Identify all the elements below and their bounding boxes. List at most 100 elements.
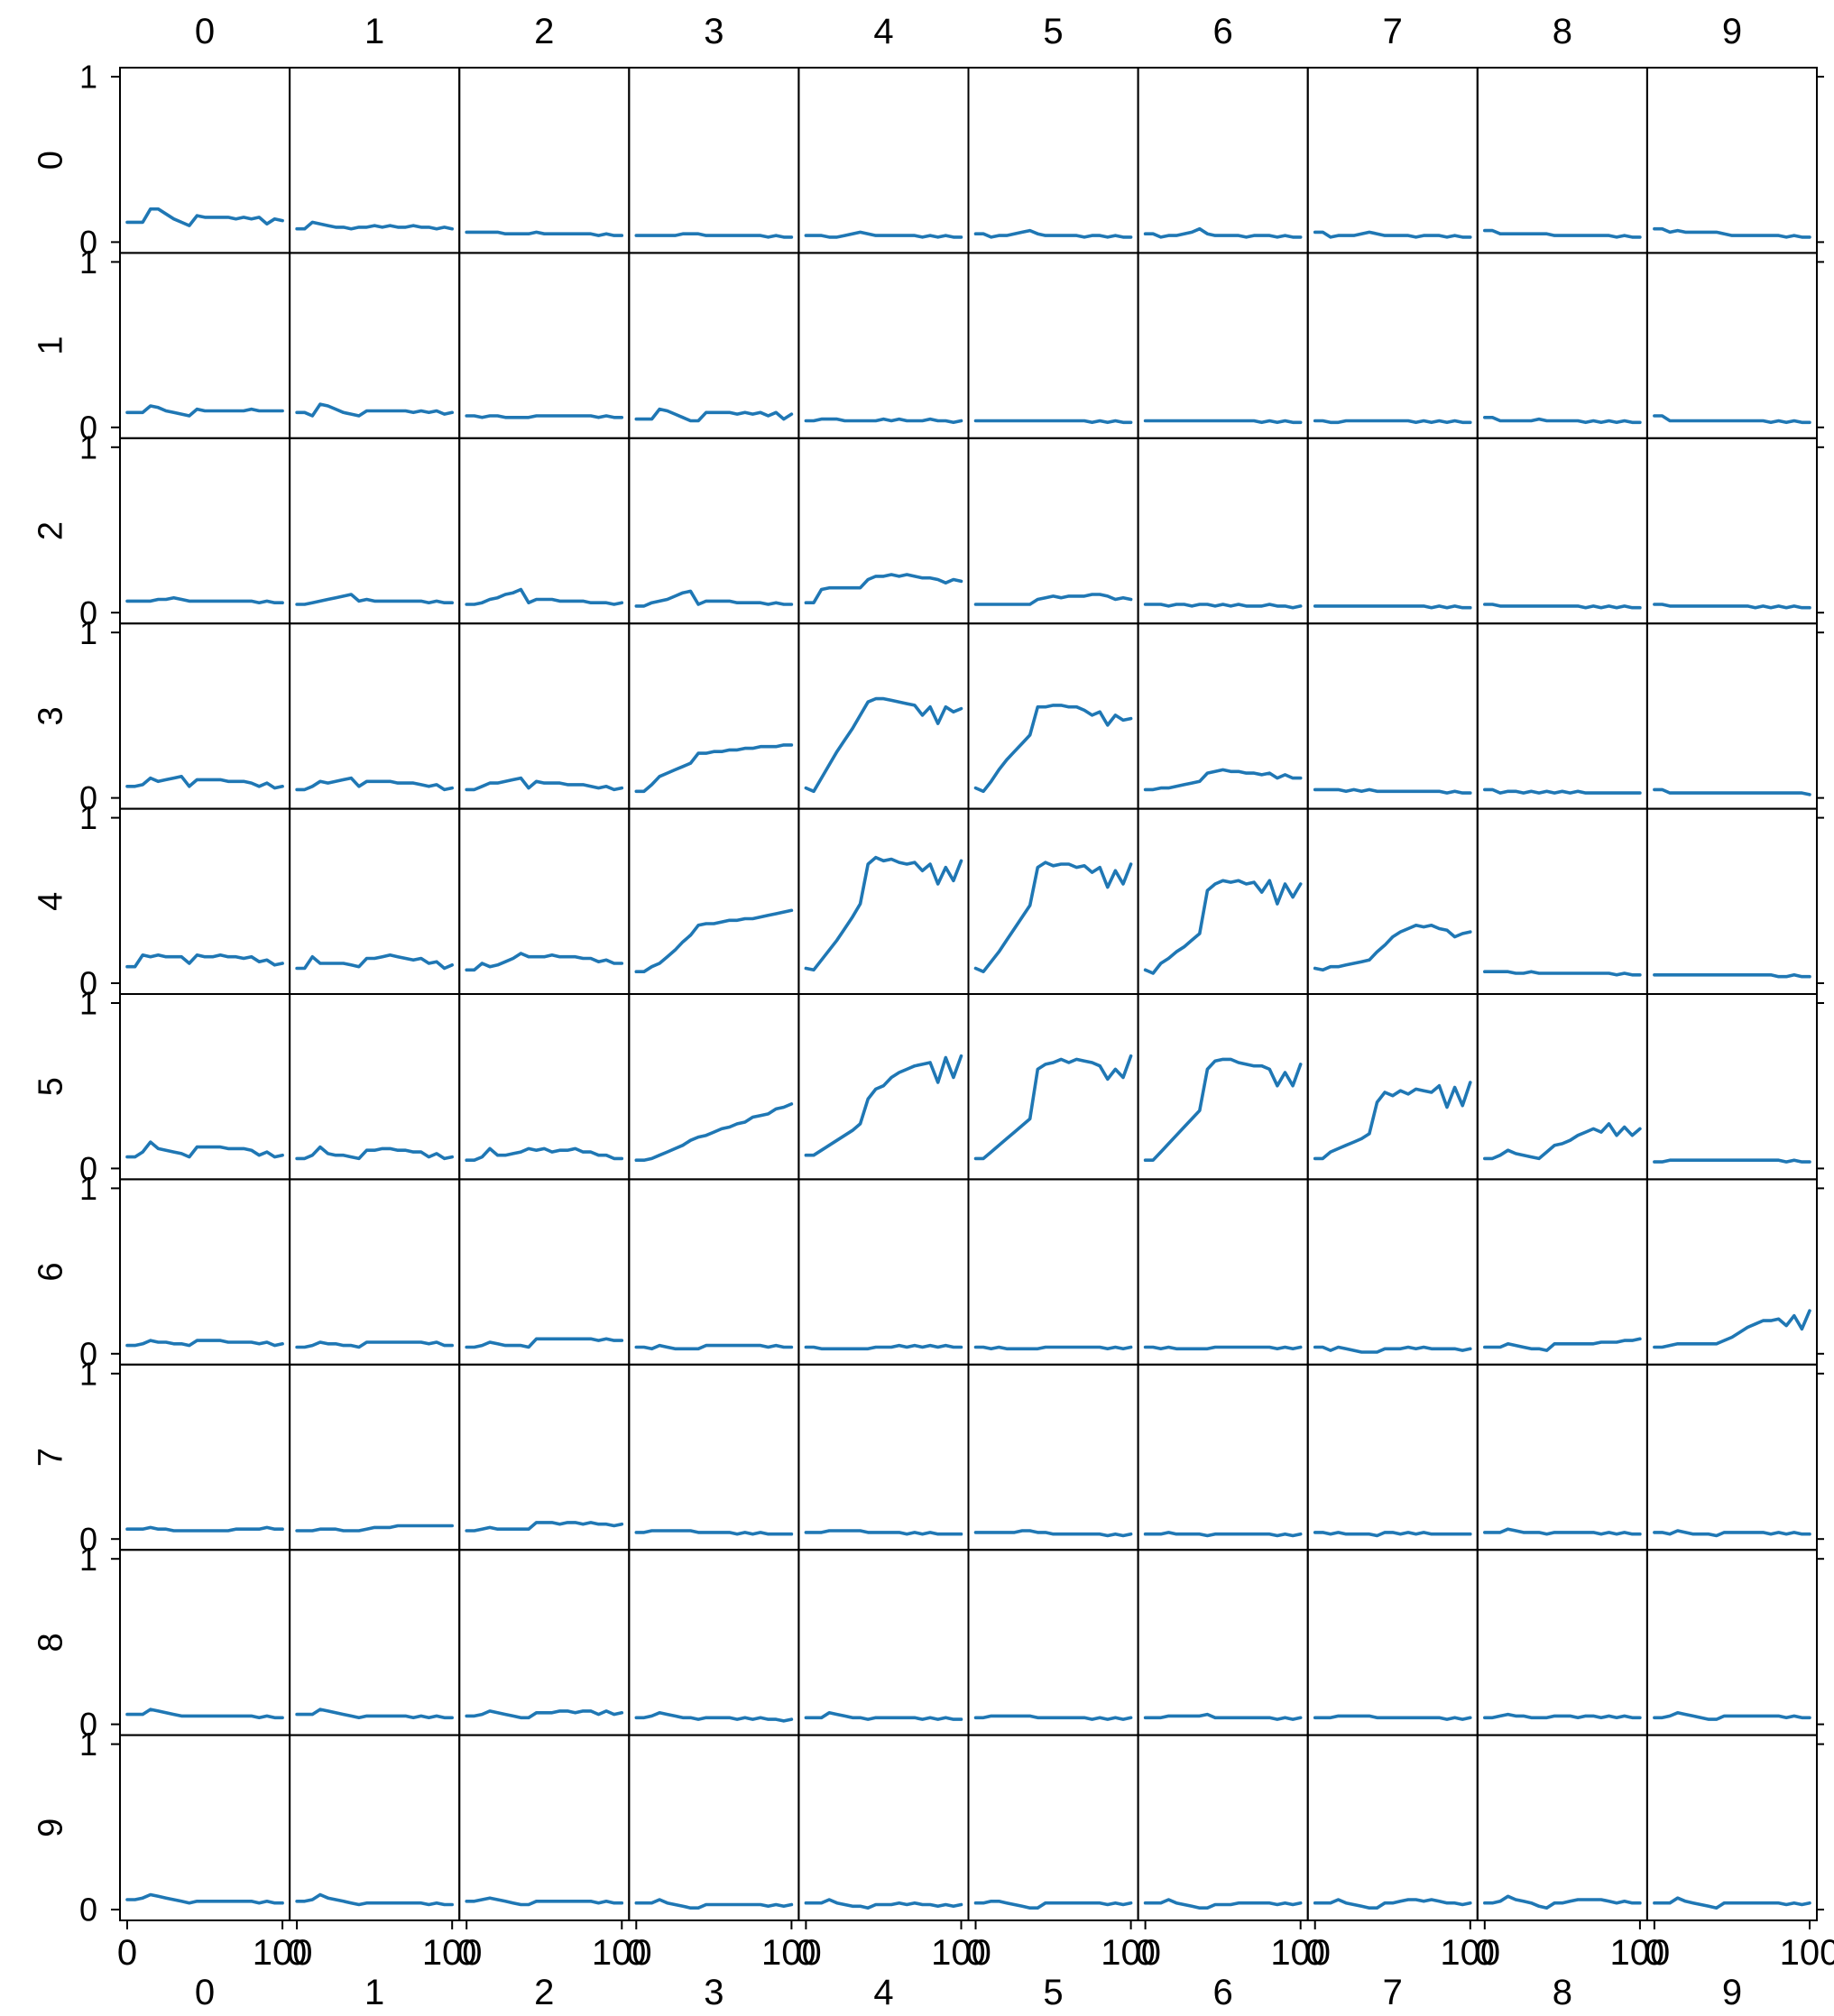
column-label-bottom: 3 [704, 1973, 723, 2012]
panel-r0-c6 [1137, 67, 1309, 254]
panel-frame [797, 1549, 970, 1736]
panel-r8-c9 [1645, 1549, 1824, 1736]
x-tick-label: 0 [456, 1933, 476, 1973]
panel-frame [1306, 252, 1479, 439]
series-line [1313, 924, 1472, 972]
panel-r9-c6 [1137, 1734, 1309, 1929]
series-line [1653, 1711, 1811, 1721]
x-tick-label: 0 [1305, 1933, 1325, 1973]
y-tick-label: 0 [79, 779, 97, 816]
panel-frame [458, 252, 631, 439]
series-line [1313, 1714, 1472, 1721]
series-line [1143, 226, 1303, 239]
panel-r2-c9 [1645, 437, 1824, 625]
y-tick-label: 0 [79, 1521, 97, 1558]
panel-frame [797, 1734, 970, 1921]
panel-frame [967, 1363, 1139, 1551]
panel-frame [797, 67, 970, 254]
panel-r1-c5 [967, 252, 1139, 439]
series-line [973, 593, 1133, 606]
y-tick-label: 0 [79, 409, 97, 446]
panel-r0-c8 [1476, 67, 1648, 254]
series-line [125, 595, 284, 605]
panel-r3-c4 [797, 622, 970, 810]
panel-frame [1476, 1549, 1648, 1736]
panel-frame [1306, 1363, 1479, 1551]
series-line [1313, 230, 1472, 239]
panel-r3-c9 [1645, 622, 1824, 810]
y-tick-label: 1 [79, 985, 97, 1022]
series-line [465, 587, 624, 606]
series-line [1653, 1309, 1811, 1349]
column-label: 7 [1383, 12, 1403, 51]
series-line [1143, 1345, 1303, 1351]
panel-r1-c7 [1306, 252, 1479, 439]
panel-r2-c0 [111, 437, 291, 625]
series-line [1483, 228, 1642, 239]
column-label: 6 [1213, 12, 1233, 51]
row-label: 8 [32, 1633, 69, 1652]
panel-r5-c0 [111, 993, 291, 1181]
x-tick-label: 0 [626, 1933, 646, 1973]
panel-frame [1476, 807, 1648, 995]
panel-frame [1137, 1734, 1309, 1921]
panel-r7-c8 [1476, 1363, 1648, 1551]
y-tick-label: 0 [79, 1706, 97, 1743]
column-label-bottom: 0 [195, 1973, 215, 2012]
panel-frame [1476, 252, 1648, 439]
row-label: 5 [32, 1077, 69, 1096]
panel-frame [628, 1734, 800, 1921]
panel-r7-c0 [111, 1363, 291, 1551]
panel-frame [1137, 1178, 1309, 1366]
column-label-bottom: 5 [1043, 1973, 1063, 2012]
panel-r3-c5 [967, 622, 1139, 810]
panel-frame [628, 437, 800, 625]
series-line [1313, 1081, 1472, 1161]
series-line [1143, 1531, 1303, 1538]
series-line [973, 861, 1133, 973]
panel-frame [1137, 437, 1309, 625]
panel-r3-c6 [1137, 622, 1309, 810]
x-tick-label: 0 [117, 1933, 137, 1973]
series-line [1143, 419, 1303, 425]
panel-r6-c0 [111, 1178, 291, 1366]
series-line [634, 589, 794, 608]
series-line [634, 1711, 794, 1723]
panel-frame [1645, 993, 1819, 1181]
panel-r8-c2 [458, 1549, 631, 1736]
row-label: 4 [32, 892, 69, 911]
panel-frame [628, 252, 800, 439]
panel-r1-c8 [1476, 252, 1648, 439]
series-line [1143, 603, 1303, 610]
panel-r2-c2 [458, 437, 631, 625]
panel-frame [119, 1363, 291, 1551]
series-line [295, 1340, 455, 1349]
series-line [1483, 970, 1642, 977]
column-label: 4 [873, 12, 893, 51]
x-tick-label: 0 [287, 1933, 307, 1973]
panel-frame [289, 1178, 461, 1366]
panel-frame [1306, 622, 1479, 810]
column-label-bottom: 6 [1213, 1973, 1233, 2012]
x-tick-label: 0 [1475, 1933, 1495, 1973]
series-line [973, 1345, 1133, 1351]
series-line [973, 704, 1133, 794]
panel-r8-c3 [628, 1549, 800, 1736]
series-line [465, 230, 624, 237]
panel-r9-c7 [1306, 1734, 1479, 1929]
panel-r1-c2 [458, 252, 631, 439]
panel-frame [1137, 807, 1309, 995]
series-line [465, 776, 624, 792]
series-line [804, 696, 963, 794]
panel-frame [458, 437, 631, 625]
series-line [1483, 787, 1642, 795]
column-label-bottom: 8 [1553, 1973, 1572, 2012]
panel-r4-c7 [1306, 807, 1479, 995]
row-label: 0 [32, 151, 69, 170]
y-tick-label: 1 [79, 614, 97, 651]
panel-r6-c9 [1645, 1178, 1824, 1366]
row-label: 7 [32, 1448, 69, 1467]
y-tick-label: 1 [79, 1541, 97, 1578]
y-tick-label: 0 [79, 594, 97, 631]
x-tick-label: 0 [796, 1933, 816, 1973]
